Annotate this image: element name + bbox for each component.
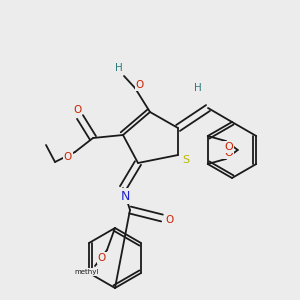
Text: methyl: methyl — [75, 269, 99, 275]
Text: O: O — [224, 148, 233, 158]
Text: O: O — [98, 253, 106, 263]
Text: N: N — [120, 190, 130, 202]
Text: H: H — [115, 63, 123, 73]
Text: O: O — [224, 142, 233, 152]
Text: H: H — [194, 83, 202, 93]
Text: O: O — [165, 215, 173, 225]
Text: S: S — [182, 155, 190, 165]
Text: O: O — [64, 152, 72, 162]
Text: O: O — [73, 105, 81, 115]
Text: O: O — [136, 80, 144, 90]
